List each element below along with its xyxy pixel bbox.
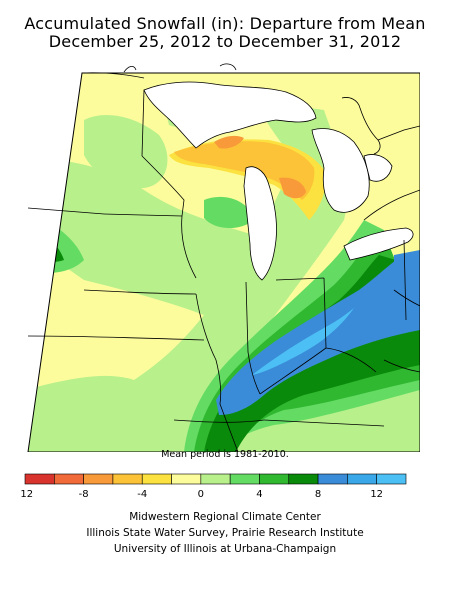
color-legend: -12 -8 -4 0 4 8 12	[20, 473, 407, 500]
lake-superior	[143, 81, 317, 149]
snowfall-departure-map	[27, 63, 420, 452]
legend-bin-5	[171, 473, 202, 485]
credit-line-2: Illinois State Water Survey, Prairie Res…	[86, 527, 364, 539]
legend-tick-3: 0	[198, 489, 204, 500]
legend-tick-1: -8	[79, 489, 89, 500]
legend-bin-0	[24, 473, 55, 485]
light-green-zone-minnesota	[84, 115, 168, 189]
legend-bin-4	[141, 473, 172, 485]
legend-bin-2	[83, 473, 114, 485]
legend-bin-10	[317, 473, 348, 485]
legend-tick-4: 4	[256, 489, 262, 500]
blue-zone-ohio	[394, 250, 420, 305]
legend-bin-3	[112, 473, 143, 485]
green-zone-wisconsin	[204, 196, 254, 229]
legend-bin-12	[376, 473, 407, 485]
lake-erie	[343, 227, 414, 261]
lake-michigan	[243, 166, 277, 281]
legend-tick-0: -12	[20, 489, 33, 500]
legend-bin-11	[347, 473, 377, 485]
orange-zone-upper-michigan	[174, 141, 315, 200]
legend-tick-2: -4	[137, 489, 147, 500]
mean-period-note: Mean period is 1981-2010.	[161, 449, 289, 460]
map-title-line-1: Accumulated Snowfall (in): Departure fro…	[24, 14, 426, 33]
legend-color-boxes	[24, 473, 407, 485]
northern-coastline	[123, 63, 420, 221]
dark-orange-zone-lower-michigan	[279, 177, 306, 199]
legend-tick-6: 12	[370, 489, 383, 500]
dark-orange-zone-keweenaw	[214, 135, 244, 149]
map-boundary	[27, 72, 420, 452]
credit-line-1: Midwestern Regional Climate Center	[129, 511, 321, 523]
light-blue-zone	[252, 308, 354, 375]
map-title-line-2: December 25, 2012 to December 31, 2012	[48, 32, 402, 51]
legend-bin-9	[288, 473, 319, 485]
legend-bin-8	[259, 473, 290, 485]
legend-tick-labels: -12 -8 -4 0 4 8 12	[20, 489, 383, 500]
state-boundaries	[27, 72, 420, 452]
legend-tick-5: 8	[315, 489, 321, 500]
light-green-zone-south	[28, 396, 194, 452]
lake-huron	[311, 128, 370, 213]
legend-bin-1	[54, 473, 84, 485]
legend-bin-7	[229, 473, 260, 485]
credit-line-3: University of Illinois at Urbana-Champai…	[113, 543, 337, 555]
georgian-bay	[363, 154, 393, 182]
legend-bin-6	[200, 473, 231, 485]
